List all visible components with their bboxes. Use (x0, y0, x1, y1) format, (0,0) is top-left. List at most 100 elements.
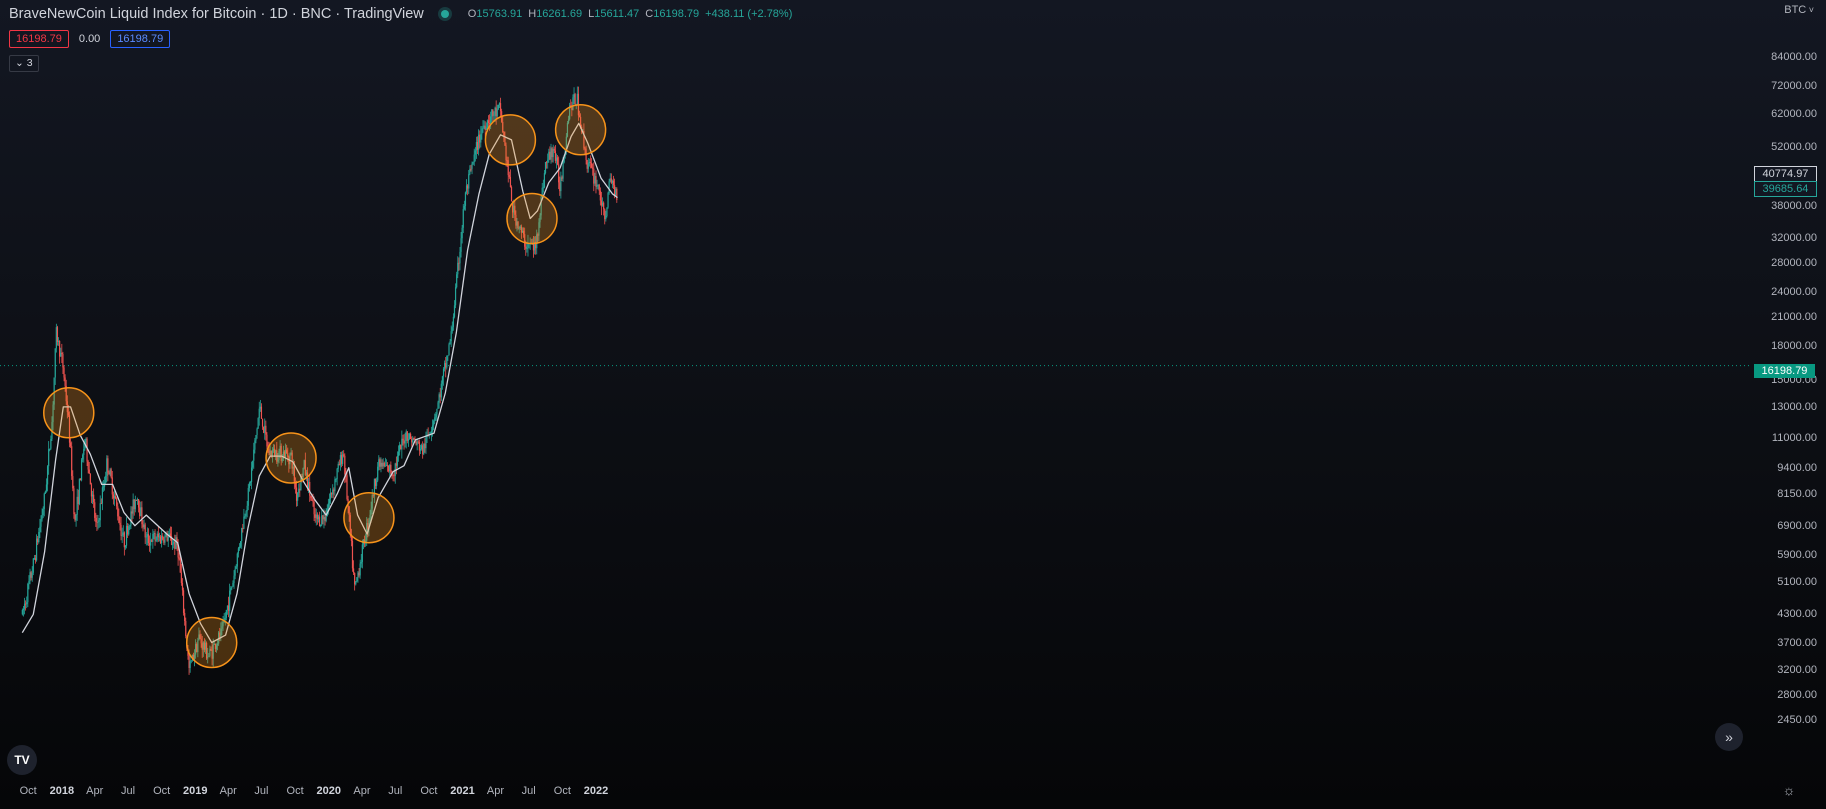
candle-body (554, 150, 556, 161)
candle-body (416, 441, 418, 445)
candle-body (607, 192, 609, 208)
highlight-circle (185, 616, 238, 669)
price-tick-label: 5100.00 (1777, 576, 1817, 589)
candle-body (340, 455, 343, 464)
candle-body (458, 262, 460, 264)
candle-body (486, 120, 488, 128)
candle-body (245, 511, 247, 516)
close-label: C (645, 8, 654, 20)
candle-body (161, 535, 163, 544)
price-tick-label: 2450.00 (1777, 713, 1817, 726)
candle-body (499, 103, 502, 112)
candle-body (274, 448, 276, 457)
time-tick-label: Jul (388, 785, 403, 797)
candle-body (27, 583, 29, 603)
trade-badges: 16198.79 0.00 16198.79 (9, 30, 171, 48)
candle-body (478, 134, 480, 150)
candle-body (388, 465, 390, 472)
price-tick-label: 3700.00 (1777, 636, 1817, 649)
candle-body (185, 621, 187, 636)
sell-price-button[interactable]: 16198.79 (9, 30, 69, 48)
candle-body (56, 327, 59, 342)
candle-body (445, 363, 447, 368)
candle-body (327, 503, 329, 510)
candle-body (424, 443, 426, 449)
candle-body (563, 155, 565, 163)
candle-body (23, 603, 26, 609)
candle-body (400, 444, 402, 450)
candle-body (573, 94, 575, 98)
candle-body (376, 480, 378, 486)
candle-body (311, 498, 313, 501)
candle-body (218, 632, 220, 644)
candle-body (332, 489, 334, 495)
indicators-count: 3 (26, 57, 33, 69)
candle-body (425, 437, 427, 449)
candle-body (541, 187, 543, 198)
candle-body (399, 444, 401, 452)
candle-body (220, 628, 222, 638)
buy-price-button[interactable]: 16198.79 (110, 30, 171, 48)
candle-body (460, 238, 462, 252)
candle-body (258, 408, 260, 419)
candle-body (101, 487, 104, 504)
candle-body (282, 451, 284, 459)
moving-average-line (21, 122, 618, 644)
candle-body (196, 644, 198, 653)
time-tick-label: Apr (353, 785, 371, 797)
candle-body (148, 543, 151, 546)
candle-body (497, 105, 499, 109)
candle-body (235, 566, 237, 569)
candle-body (351, 540, 354, 569)
candle-body (85, 438, 87, 440)
crosshair-price-label: 40774.97 (1754, 166, 1817, 182)
candle-body (552, 148, 554, 158)
candle-body (370, 508, 372, 515)
candle-body (49, 448, 51, 450)
double-chevron-right-icon: » (1725, 729, 1733, 745)
candle-body (553, 148, 555, 151)
settings-icon[interactable]: ☼ (1782, 782, 1796, 798)
candle-body (203, 642, 206, 650)
candle-body (404, 441, 406, 444)
indicators-toggle-button[interactable]: ⌄ 3 (9, 55, 39, 72)
tradingview-logo[interactable]: TV (7, 745, 37, 775)
candle-body (516, 221, 518, 226)
candle-body (521, 230, 524, 233)
candle-body (132, 499, 134, 514)
candle-body (407, 438, 410, 441)
candle-body (45, 484, 48, 492)
candle-body (39, 526, 41, 533)
price-tick-label: 6900.00 (1777, 519, 1817, 532)
symbol-title[interactable]: BraveNewCoin Liquid Index for Bitcoin · … (9, 6, 424, 22)
candle-body (611, 180, 614, 183)
candle-body (411, 438, 413, 443)
candle-body (110, 469, 112, 478)
candle-body (589, 162, 592, 164)
currency-selector[interactable]: BTC ˅ (1784, 4, 1814, 16)
candle-body (357, 572, 359, 578)
moving-average-price-label: 39685.64 (1754, 181, 1817, 197)
candle-body (250, 467, 253, 482)
candle-body (567, 119, 570, 124)
candle-body (26, 602, 28, 605)
candle-body (592, 167, 594, 169)
candle-body (320, 524, 322, 526)
candle-body (180, 572, 182, 583)
scroll-to-realtime-button[interactable]: » (1715, 723, 1743, 751)
candle-body (457, 262, 459, 275)
candle-body (156, 533, 158, 541)
candle-body (583, 130, 585, 149)
candle-body (295, 487, 298, 501)
candle-body (560, 177, 562, 192)
chevron-down-icon: ˅ (1806, 5, 1814, 15)
candle-body (246, 505, 248, 512)
candle-body (377, 466, 379, 481)
candle-body (434, 417, 436, 422)
candle-body (483, 125, 485, 128)
candle-body (305, 472, 308, 475)
candle-body (446, 356, 448, 368)
candle-body (317, 516, 320, 520)
candle-body (102, 486, 105, 488)
